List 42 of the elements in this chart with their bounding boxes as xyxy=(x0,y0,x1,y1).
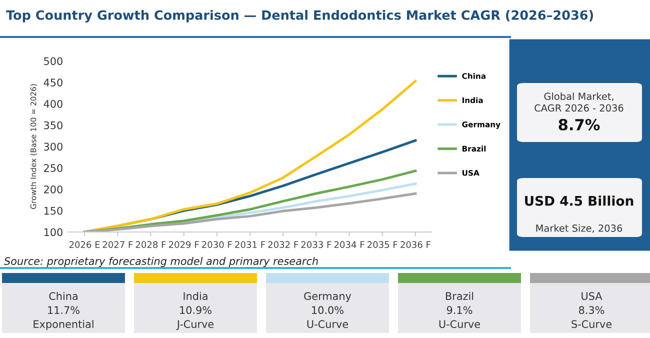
text: 8.3% xyxy=(578,306,604,314)
x-tick-label: 2033 F xyxy=(301,241,332,248)
text: U-Curve xyxy=(307,320,348,328)
x-tick-label: 2035 F xyxy=(368,241,398,248)
x-tick-label: 2029 F xyxy=(168,241,199,248)
text: U-Curve xyxy=(439,320,480,328)
x-tick-label: 2030 F xyxy=(202,241,232,248)
y-tick-label: 250 xyxy=(44,164,62,172)
x-tick-label: 2028 F xyxy=(136,241,166,248)
text: 11.7% xyxy=(48,306,80,314)
source-note: Source: proprietary forecasting model and primary research xyxy=(4,256,318,268)
y-tick-label: 450 xyxy=(44,78,62,86)
line-series xyxy=(83,192,417,232)
text: 10.0% xyxy=(312,306,344,314)
chart-title: Top Country Growth Comparison — Dental Endodontics Market CAGR (2026–2036) xyxy=(6,10,594,22)
text: Germany xyxy=(304,292,352,302)
x-tick-label: 2036 F xyxy=(400,241,430,248)
y-tick-label: 150 xyxy=(44,206,62,215)
text: Exponential xyxy=(34,320,94,330)
text: Global Market, CAGR 2026 - 2036 xyxy=(534,92,624,112)
text: Market Size, 2036 xyxy=(536,224,622,233)
y-tick-label: 300 xyxy=(44,142,62,151)
text: 8.7% xyxy=(558,118,600,130)
text: 10.9% xyxy=(180,306,212,314)
y-tick-label: 400 xyxy=(44,100,62,108)
text: India xyxy=(184,292,208,300)
y-tick-label: 200 xyxy=(44,185,62,194)
y-tick-label: 100 xyxy=(44,228,62,236)
x-tick-label: 2034 F xyxy=(334,241,364,248)
text: 9.1% xyxy=(446,306,472,314)
x-tick-label: 2031 F xyxy=(235,241,265,248)
text: J-Curve xyxy=(176,320,214,330)
y-tick-label: 350 xyxy=(44,121,62,130)
text: USA xyxy=(582,292,602,300)
x-tick-label: 2032 F xyxy=(268,241,298,248)
y-tick-label: 500 xyxy=(44,57,62,66)
x-tick-label: 2026 E xyxy=(69,241,100,248)
text: Brazil xyxy=(446,292,474,300)
x-tick-label: 2027 F xyxy=(102,241,133,248)
text: USD 4.5 Billion xyxy=(525,196,634,206)
text: China xyxy=(49,292,78,300)
text: S-Curve xyxy=(572,320,612,328)
